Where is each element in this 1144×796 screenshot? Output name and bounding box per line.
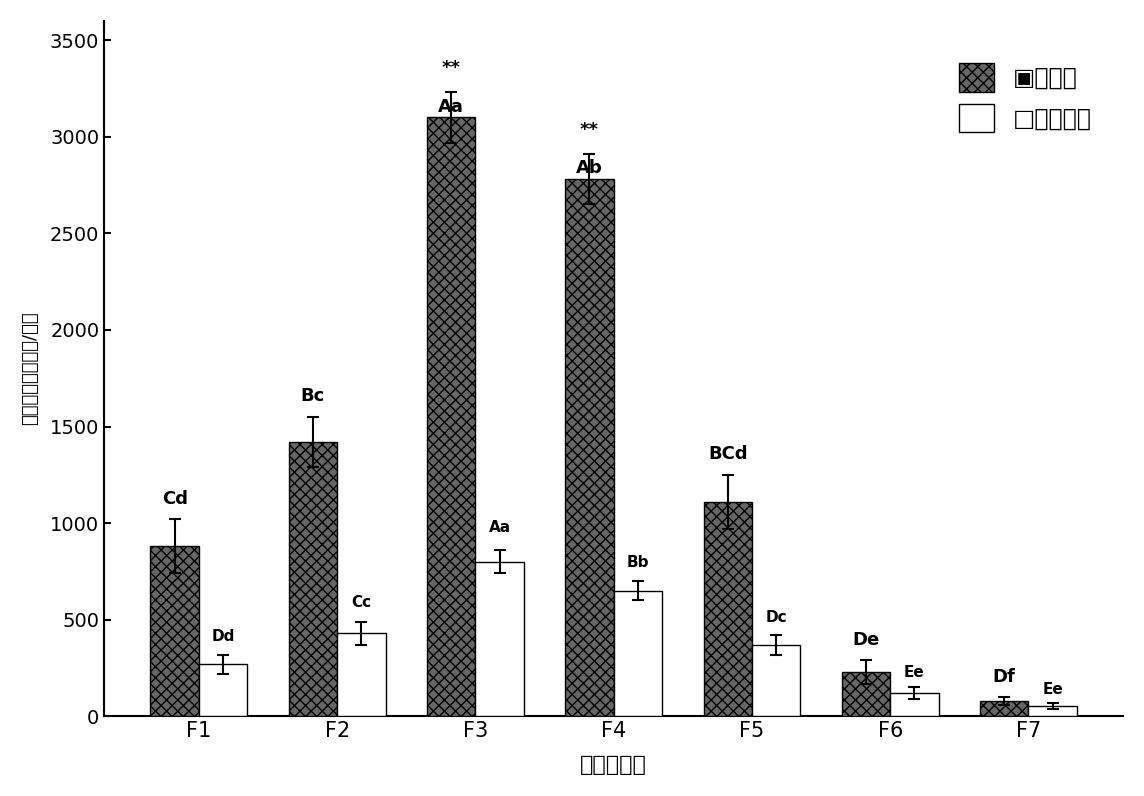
Bar bbox=[704, 502, 752, 716]
Bar bbox=[427, 118, 476, 716]
Bar bbox=[288, 442, 337, 716]
Text: **: ** bbox=[580, 121, 599, 139]
Text: Dd: Dd bbox=[212, 629, 235, 644]
Bar bbox=[337, 634, 386, 716]
Text: **: ** bbox=[442, 59, 461, 77]
Bar bbox=[890, 693, 938, 716]
Bar bbox=[476, 562, 524, 716]
Text: Cc: Cc bbox=[351, 595, 372, 611]
Bar bbox=[565, 179, 613, 716]
Text: Df: Df bbox=[993, 668, 1016, 685]
Text: Cd: Cd bbox=[161, 490, 188, 508]
Text: Ee: Ee bbox=[1042, 682, 1063, 697]
Bar bbox=[842, 672, 890, 716]
Text: De: De bbox=[852, 630, 880, 649]
Text: Bc: Bc bbox=[301, 388, 325, 405]
Text: Aa: Aa bbox=[488, 520, 510, 535]
Legend: ▣总体胚, □成熟体胚: ▣总体胚, □成熟体胚 bbox=[950, 53, 1102, 142]
Bar bbox=[980, 701, 1028, 716]
Text: Ab: Ab bbox=[577, 139, 603, 178]
Text: Bb: Bb bbox=[627, 555, 649, 570]
X-axis label: 培吉基编号: 培吉基编号 bbox=[580, 755, 648, 775]
Bar bbox=[1028, 706, 1077, 716]
Bar bbox=[752, 645, 801, 716]
Bar bbox=[199, 664, 247, 716]
Y-axis label: 体胚发生数量（个/克）: 体胚发生数量（个/克） bbox=[21, 312, 39, 425]
Bar bbox=[151, 546, 199, 716]
Text: Aa: Aa bbox=[438, 77, 464, 115]
Text: Dc: Dc bbox=[765, 610, 787, 625]
Text: BCd: BCd bbox=[708, 445, 747, 463]
Text: Ee: Ee bbox=[904, 665, 924, 680]
Bar bbox=[613, 591, 662, 716]
